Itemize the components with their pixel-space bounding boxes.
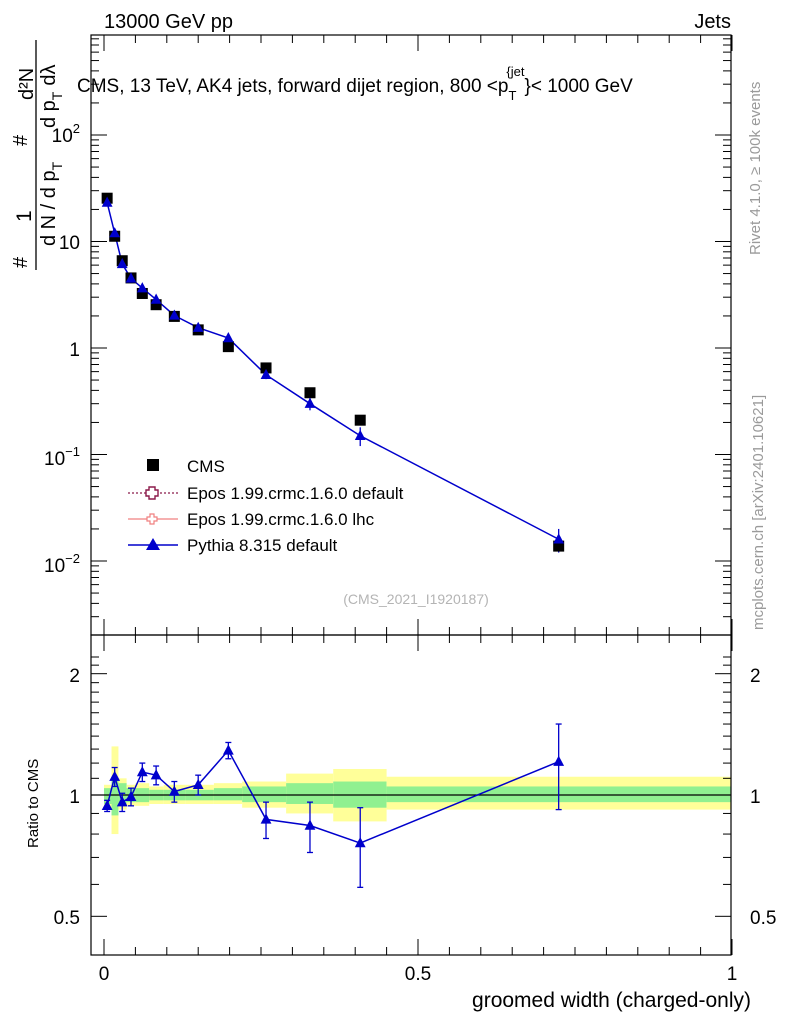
- ratio-pythia-point: [553, 755, 565, 766]
- legend-marker-pythia: [146, 538, 160, 550]
- y-tick-label-10: 10: [59, 233, 80, 254]
- x-tick-labels: 0 0.5 1: [99, 964, 738, 985]
- ratio-y-axis-label: Ratio to CMS: [25, 759, 42, 848]
- ratio-pythia-point: [304, 819, 316, 830]
- pythia-point: [354, 429, 366, 440]
- ratio-pythia-point: [125, 790, 137, 801]
- y-label-dn-dpt: d N / d pT: [38, 161, 65, 246]
- pythia-point: [553, 533, 565, 544]
- pythia-point: [260, 368, 272, 380]
- x-tick-label-1: 1: [727, 964, 738, 985]
- cms-point: [260, 362, 272, 374]
- band-inner-9: [242, 786, 287, 803]
- ratio-pythia-point: [354, 837, 366, 848]
- cms-point: [150, 299, 162, 311]
- main-y-axis-label: # 1 d N / d pT # d²N d pTdλ: [10, 40, 65, 270]
- mcplots-label: mcplots.cern.ch [arXiv:2401.10621]: [750, 395, 767, 630]
- cms-point: [136, 287, 148, 299]
- band-inner-1: [111, 778, 119, 816]
- y-tick-label-0.01: 10−2: [44, 551, 80, 577]
- ratio-pythia-point: [222, 744, 234, 755]
- ratio-pythia-point: [101, 799, 113, 811]
- x-tick-label-0.5: 0.5: [405, 964, 431, 985]
- ratio-pythia-point: [150, 769, 162, 780]
- ratio-y-tick-label-2-right: 2: [750, 666, 761, 687]
- y-tick-label-0.1: 10−1: [44, 444, 80, 470]
- legend-marker-epos-lhc: [146, 513, 158, 525]
- legend-label-epos-lhc: Epos 1.99.crmc.1.6.0 lhc: [187, 510, 375, 529]
- legend-marker-cms: [147, 459, 159, 471]
- pythia-point: [222, 332, 234, 343]
- y-label-d2n: d²N: [16, 68, 38, 100]
- rivet-label: Rivet 4.1.0, ≥ 100k events: [747, 82, 764, 255]
- main-data-points: [101, 192, 565, 553]
- energy-label: 13000 GeV pp: [104, 11, 233, 33]
- cms-point: [222, 341, 234, 353]
- legend: CMS Epos 1.99.crmc.1.6.0 default Epos 1.…: [128, 457, 404, 555]
- x-axis-label: groomed width (charged-only): [472, 989, 751, 1012]
- main-y-tick-labels: 10−2 10−1 1 10 102: [44, 121, 80, 577]
- cms-point: [354, 414, 366, 426]
- legend-label-cms: CMS: [187, 457, 225, 476]
- cms-point: [304, 387, 316, 399]
- pythia-point: [125, 272, 137, 283]
- ratio-y-tick-labels: 2 1 0.5 2 1 0.5: [54, 666, 777, 929]
- band-inner-8: [213, 788, 243, 801]
- x-tick-label-0: 0: [99, 964, 110, 985]
- ratio-pythia-point: [168, 785, 180, 796]
- pythia-point: [109, 227, 121, 238]
- analysis-watermark: (CMS_2021_I1920187): [343, 591, 489, 607]
- legend-label-pythia: Pythia 8.315 default: [187, 536, 338, 555]
- ratio-pythia-point: [260, 813, 272, 824]
- category-label: Jets: [694, 11, 731, 33]
- band-inner-10: [286, 783, 334, 804]
- ratio-y-tick-label-1-right: 1: [750, 787, 761, 808]
- pythia-point: [304, 397, 316, 408]
- ratio-y-tick-label-2-left: 2: [69, 666, 80, 687]
- pythia-point: [150, 293, 162, 304]
- ratio-y-tick-label-0.5-right: 0.5: [750, 908, 776, 929]
- ratio-pythia-point: [136, 766, 148, 777]
- legend-marker-epos-default: [145, 486, 159, 500]
- axis-ticks: [91, 35, 733, 955]
- ratio-data-points: [101, 723, 565, 888]
- pythia-point: [136, 282, 148, 293]
- y-tick-label-1: 1: [69, 340, 80, 361]
- pythia-point: [116, 257, 128, 269]
- y-tick-label-100: 102: [52, 121, 80, 147]
- y-label-dpt-dl: d pTdλ: [38, 65, 65, 129]
- pythia-point: [192, 321, 204, 332]
- ratio-y-tick-label-1-left: 1: [69, 787, 80, 808]
- band-inner-0: [104, 788, 112, 804]
- ratio-y-tick-label-0.5-left: 0.5: [54, 908, 80, 929]
- ratio-pythia-point: [116, 796, 128, 807]
- pythia-point: [168, 309, 180, 320]
- ratio-pythia-point: [192, 778, 204, 790]
- y-label-hash-1: #: [10, 256, 32, 268]
- plot-title: CMS, 13 TeV, AK4 jets, forward dijet reg…: [77, 64, 633, 103]
- y-label-hash-2: #: [10, 134, 32, 146]
- legend-label-epos-default: Epos 1.99.crmc.1.6.0 default: [187, 484, 404, 503]
- y-label-one: 1: [13, 210, 36, 222]
- pythia-point: [101, 196, 113, 207]
- ratio-uncertainty-bands: [91, 746, 731, 835]
- cms-point: [553, 540, 565, 552]
- ratio-pythia-point: [109, 770, 121, 781]
